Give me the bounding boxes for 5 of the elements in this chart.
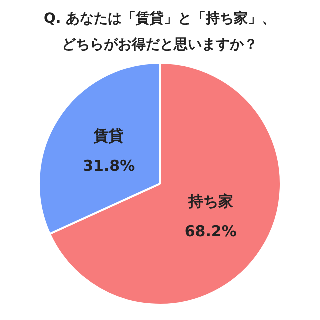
chart-title: Q. あなたは「賃貸」と「持ち家」、どちらがお得だと思いますか？: [42, 10, 278, 55]
slice-label: 賃貸: [93, 127, 124, 146]
data-label: 68.2%: [184, 222, 237, 241]
slice-label: 持ち家: [187, 192, 234, 211]
data-label: 31.8%: [83, 157, 136, 176]
